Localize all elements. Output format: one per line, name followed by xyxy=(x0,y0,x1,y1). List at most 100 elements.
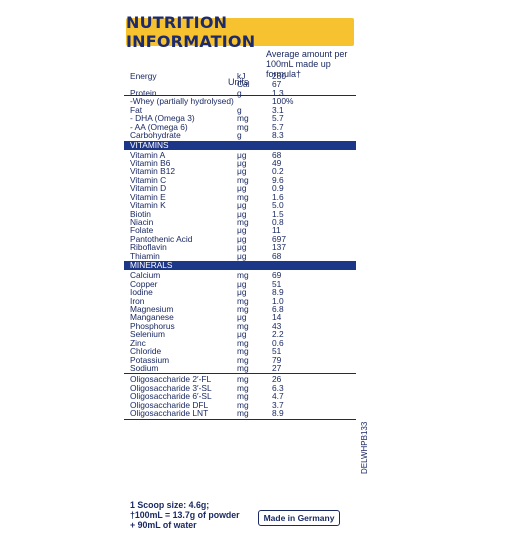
table-row: Chloride mg 51 xyxy=(124,346,356,357)
nutrient-name: Vitamin D xyxy=(130,183,167,194)
nutrient-value: 137 xyxy=(272,242,286,253)
average-header-line2: 100mL made up formula† xyxy=(266,59,331,79)
table-row: Oligosaccharide 2′-FL mg 26 xyxy=(124,374,356,385)
made-in-badge: Made in Germany xyxy=(258,510,340,526)
table-row: Zinc mg 0.6 xyxy=(124,337,356,348)
table-row: Iodine μg 8.9 xyxy=(124,287,356,298)
nutrient-name: Oligosaccharide 2′-FL xyxy=(130,374,212,385)
nutrient-value: 8.9 xyxy=(272,287,284,298)
nutrient-value: 51 xyxy=(272,278,282,289)
table-row: Potassium mg 79 xyxy=(124,354,356,365)
nutrient-unit: mg xyxy=(237,399,249,410)
nutrient-unit: mg xyxy=(237,382,249,393)
nutrient-unit: g xyxy=(237,87,242,98)
nutrient-name: Niacin xyxy=(130,217,154,227)
powder-amount-text: †100mL = 13.7g of powder xyxy=(130,510,240,520)
nutrient-unit: g xyxy=(237,104,242,115)
nutrient-name: Riboflavin xyxy=(130,242,167,253)
table-row: Vitamin A μg 68 xyxy=(124,149,356,160)
nutrient-value: 11 xyxy=(272,225,281,236)
nutrition-panel: NUTRITION INFORMATION Average amount per… xyxy=(124,13,372,540)
nutrient-unit: mg xyxy=(237,337,249,348)
nutrient-value: 697 xyxy=(272,233,286,244)
table-row: Phosphorus mg 43 xyxy=(124,320,356,331)
table-row: Sodium mg 27 xyxy=(124,364,356,373)
nutrient-unit: μg xyxy=(237,208,247,219)
nutrient-name: Biotin xyxy=(130,208,151,219)
table-row: Oligosaccharide DFL mg 3.7 xyxy=(124,399,356,410)
nutrient-unit: mg xyxy=(237,408,249,419)
table-row: Niacin mg 0.8 xyxy=(124,217,356,227)
nutrient-value: 0.9 xyxy=(272,183,284,194)
nutrient-unit: μg xyxy=(237,166,247,177)
nutrient-name: Oligosaccharide 6′-SL xyxy=(130,391,212,402)
nutrient-unit: mg xyxy=(237,303,249,314)
nutrient-name: Phosphorus xyxy=(130,320,175,331)
nutrient-unit: mg xyxy=(237,191,249,202)
nutrient-name: Iodine xyxy=(130,287,153,298)
nutrient-name: Magnesium xyxy=(130,303,174,314)
table-row: -Whey (partially hydrolysed) 100% xyxy=(124,96,356,107)
table-row: Pantothenic Acid μg 697 xyxy=(124,233,356,244)
table-row: Manganese μg 14 xyxy=(124,313,356,322)
table-row: Vitamin D μg 0.9 xyxy=(124,183,356,194)
nutrient-name: Copper xyxy=(130,278,158,289)
nutrient-unit: mg xyxy=(237,270,249,281)
nutrient-value: 1.5 xyxy=(272,208,284,219)
nutrient-value: 5.7 xyxy=(272,121,284,132)
nutrient-unit: kJ xyxy=(237,71,246,81)
nutrient-value: 8.9 xyxy=(272,408,284,419)
scoop-size-text: 1 Scoop size: 4.6g; xyxy=(130,500,210,510)
nutrient-value: 79 xyxy=(272,354,282,365)
nutrient-value: 43 xyxy=(272,320,282,331)
nutrient-name: Oligosaccharide LNT xyxy=(130,408,209,419)
nutrient-name: Chloride xyxy=(130,346,162,357)
nutrient-value: 5.7 xyxy=(272,113,284,124)
main-nutrients: Energy kJ 280 Cal 67 Protein g 1.3 -Whey (parti… xyxy=(124,72,356,140)
table-row: Iron mg 1.0 xyxy=(124,295,356,306)
vitamins-section-bar: VITAMINS xyxy=(124,140,356,150)
nutrient-unit: μg xyxy=(237,233,247,244)
nutrient-unit: mg xyxy=(237,121,249,132)
nutrient-unit: mg xyxy=(237,374,249,385)
table-row: Vitamin B6 μg 49 xyxy=(124,157,356,168)
nutrient-unit: μg xyxy=(237,287,247,298)
nutrient-unit: μg xyxy=(237,242,247,253)
nutrition-table: Energy kJ 280 Cal 67 Protein g 1.3 -Whey (parti… xyxy=(124,72,356,421)
nutrient-name: Zinc xyxy=(130,337,146,348)
nutrient-unit: mg xyxy=(237,295,249,306)
water-amount-text: + 90mL of water xyxy=(130,520,197,530)
nutrient-unit: μg xyxy=(237,278,247,289)
nutrient-name: Pantothenic Acid xyxy=(130,233,193,244)
nutrient-value: 68 xyxy=(272,149,282,160)
nutrient-name: Potassium xyxy=(130,354,170,365)
table-row: Folate μg 11 xyxy=(124,225,356,236)
nutrient-unit: mg xyxy=(237,113,249,124)
nutrient-value: 49 xyxy=(272,157,282,168)
nutrient-unit: mg xyxy=(237,354,249,365)
nutrient-unit: μg xyxy=(237,149,247,160)
nutrient-name: Selenium xyxy=(130,329,165,340)
table-row: Fat g 3.1 xyxy=(124,104,356,115)
nutrient-value: 1.0 xyxy=(272,295,284,306)
nutrient-value: 280 xyxy=(272,71,286,81)
nutrient-name: Vitamin K xyxy=(130,200,166,211)
nutrient-value: 67 xyxy=(272,79,282,90)
nutrient-value: 9.6 xyxy=(272,174,284,185)
nutrient-name: - AA (Omega 6) xyxy=(130,121,188,132)
product-code: DELWHPB133 xyxy=(360,421,369,474)
units-header: Units xyxy=(228,77,249,87)
table-row: Vitamin K μg 5.0 xyxy=(124,200,356,211)
footer-divider xyxy=(124,418,356,420)
table-row: Vitamin B12 μg 0.2 xyxy=(124,166,356,177)
nutrient-value: 100% xyxy=(272,96,294,107)
nutrient-value: 4.7 xyxy=(272,391,284,402)
nutrient-value: 68 xyxy=(272,250,282,261)
table-row: Selenium μg 2.2 xyxy=(124,329,356,340)
nutrient-value: 51 xyxy=(272,346,282,357)
table-row: Biotin μg 1.5 xyxy=(124,208,356,219)
nutrient-name: Vitamin C xyxy=(130,174,167,185)
nutrient-unit: μg xyxy=(237,157,247,168)
nutrient-unit: Cal xyxy=(237,79,250,90)
nutrient-name: Folate xyxy=(130,225,154,236)
